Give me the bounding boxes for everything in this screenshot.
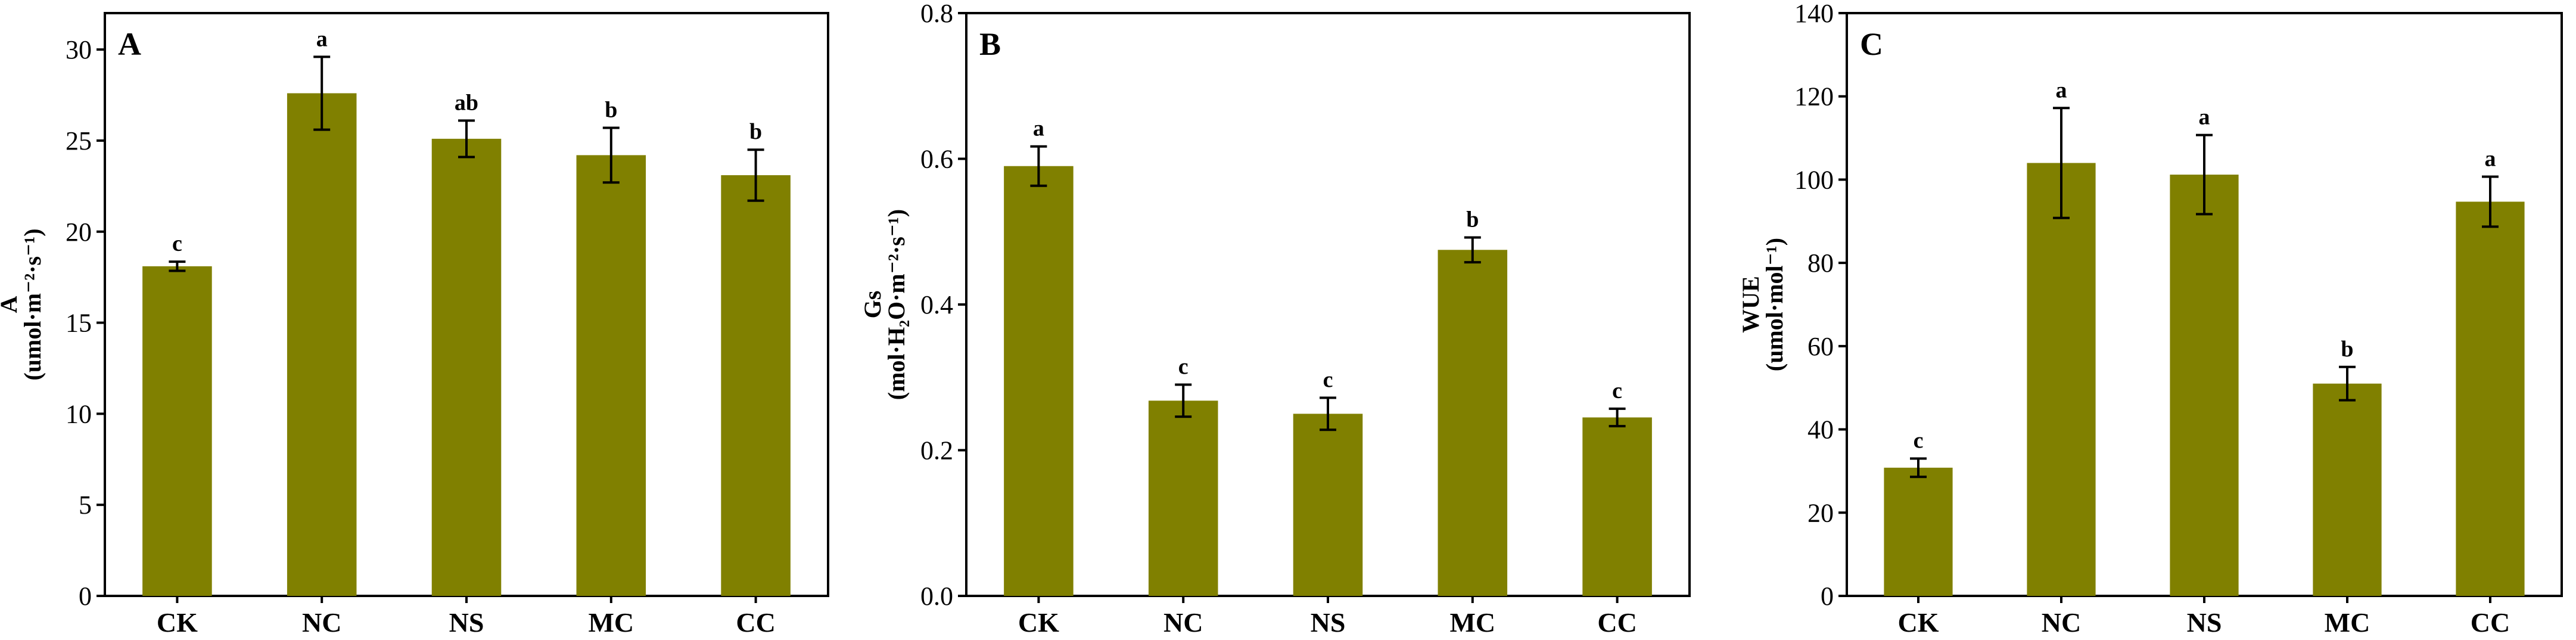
chart-panel-c: 020406080100120140cCKaNCaNSbMCaCCCWUE(um… <box>1737 0 2563 638</box>
significance-label: a <box>1033 116 1044 141</box>
y-tick-label: 40 <box>1807 415 1834 445</box>
y-tick-label: 20 <box>1807 498 1834 527</box>
significance-label: b <box>749 119 762 144</box>
significance-label: c <box>1178 354 1189 379</box>
x-tick-label: NC <box>302 607 341 638</box>
x-tick-label: CK <box>1898 607 1939 638</box>
x-tick-label: NS <box>2187 607 2222 638</box>
bar-cc <box>2456 201 2525 596</box>
y-tick-label: 0 <box>79 582 92 611</box>
y-tick-label: 20 <box>66 218 92 247</box>
bar-ck <box>142 266 212 596</box>
bar-cc <box>1582 417 1652 596</box>
significance-label: b <box>2341 337 2353 362</box>
significance-label: a <box>2485 147 2496 172</box>
x-tick-label: NC <box>2042 607 2081 638</box>
bar-nc <box>287 93 357 596</box>
significance-label: b <box>605 98 617 123</box>
significance-label: c <box>172 231 182 256</box>
x-tick-label: NS <box>449 607 484 638</box>
x-tick-label: NS <box>1311 607 1346 638</box>
y-axis-title: (mol·H₂O·m⁻²·s⁻¹) <box>883 209 910 400</box>
x-tick-label: CK <box>1018 607 1059 638</box>
significance-label: ab <box>455 90 478 115</box>
bar-mc <box>1438 250 1508 596</box>
y-tick-label: 80 <box>1807 248 1834 278</box>
y-tick-label: 5 <box>79 490 92 520</box>
y-tick-label: 25 <box>66 126 92 156</box>
y-axis-title: Gs <box>859 291 886 319</box>
y-axis-title: (umol·mol⁻¹) <box>1761 238 1788 371</box>
chart-panel-a: 051015202530cCKaNCabNSbMCbCCAA(umol·m⁻²·… <box>0 12 829 638</box>
y-tick-label: 0.4 <box>920 290 953 319</box>
significance-label: a <box>2056 77 2067 102</box>
chart-panel-b: 0.0 0.2 0.4 0.6 0.8 a CK c NC c NS b MC c CC B Gs(mol·H₂… <box>859 0 1691 638</box>
panel-label: B <box>979 26 1001 62</box>
significance-label: c <box>1323 367 1333 392</box>
y-tick-label: 100 <box>1794 165 1834 194</box>
bar-ns <box>1293 414 1363 596</box>
bar-mc <box>2313 383 2382 596</box>
y-axis-title: WUE <box>1737 276 1764 333</box>
significance-label: c <box>1612 378 1622 403</box>
x-tick-label: CK <box>157 607 198 638</box>
y-tick-label: 0.8 <box>920 0 953 28</box>
y-tick-label: 120 <box>1794 82 1834 111</box>
y-tick-label: 0.0 <box>920 582 953 611</box>
x-tick-label: NC <box>1163 607 1203 638</box>
y-tick-label: 30 <box>66 35 92 64</box>
bar-ns <box>431 138 502 596</box>
bar-ck <box>1004 166 1074 596</box>
y-tick-label: 0.6 <box>920 145 953 174</box>
significance-label: a <box>2199 105 2210 130</box>
bar-ck <box>1884 467 1953 596</box>
y-tick-label: 15 <box>66 309 92 338</box>
y-tick-label: 140 <box>1794 0 1834 28</box>
x-tick-label: MC <box>1449 607 1495 638</box>
y-axis-title: (umol·m⁻²·s⁻¹) <box>19 228 46 380</box>
bar-nc <box>1148 400 1218 596</box>
x-tick-label: CC <box>2471 607 2510 638</box>
y-tick-label: 10 <box>66 399 92 428</box>
bar-cc <box>721 175 791 596</box>
y-tick-label: 60 <box>1807 332 1834 361</box>
bar-nc <box>2027 163 2096 596</box>
x-tick-label: MC <box>2325 607 2370 638</box>
x-tick-label: CC <box>736 607 775 638</box>
y-axis-title: A <box>0 296 22 313</box>
significance-label: a <box>316 26 328 51</box>
y-tick-label: 0.2 <box>920 436 953 465</box>
panel-label: C <box>1860 26 1883 62</box>
bar-mc <box>576 155 646 596</box>
bar-ns <box>2170 175 2239 596</box>
x-tick-label: MC <box>588 607 634 638</box>
significance-label: b <box>1466 207 1479 232</box>
panel-label: A <box>118 26 141 62</box>
x-tick-label: CC <box>1597 607 1637 638</box>
y-tick-label: 0 <box>1821 582 1834 611</box>
significance-label: c <box>1914 428 1924 453</box>
